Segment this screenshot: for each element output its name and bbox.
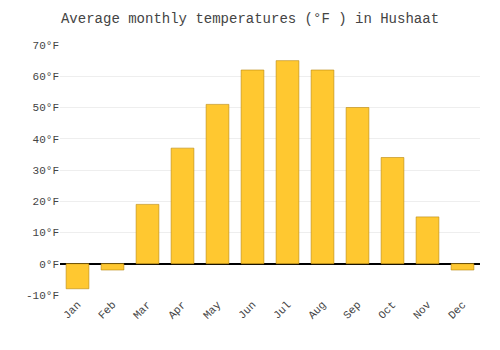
svg-text:0°F: 0°F bbox=[39, 259, 59, 271]
svg-text:Jan: Jan bbox=[61, 299, 83, 321]
svg-text:-10°F: -10°F bbox=[26, 290, 59, 302]
svg-text:30°F: 30°F bbox=[33, 165, 59, 177]
svg-text:Mar: Mar bbox=[131, 299, 153, 321]
svg-text:May: May bbox=[201, 299, 224, 322]
svg-text:Jul: Jul bbox=[271, 299, 293, 321]
svg-text:Jun: Jun bbox=[236, 299, 258, 321]
svg-text:Dec: Dec bbox=[446, 299, 468, 321]
svg-text:Apr: Apr bbox=[166, 299, 188, 321]
svg-text:20°F: 20°F bbox=[33, 196, 59, 208]
svg-text:Feb: Feb bbox=[96, 299, 118, 321]
svg-text:Average monthly temperatures (: Average monthly temperatures (°F ) in Hu… bbox=[61, 11, 439, 27]
svg-text:Nov: Nov bbox=[411, 299, 434, 322]
svg-text:Sep: Sep bbox=[341, 299, 363, 321]
svg-text:Oct: Oct bbox=[376, 299, 398, 321]
svg-text:10°F: 10°F bbox=[33, 227, 59, 239]
svg-text:50°F: 50°F bbox=[33, 102, 59, 114]
svg-text:Aug: Aug bbox=[306, 299, 328, 321]
svg-text:60°F: 60°F bbox=[33, 71, 59, 83]
svg-text:40°F: 40°F bbox=[33, 134, 59, 146]
svg-text:70°F: 70°F bbox=[33, 40, 59, 52]
